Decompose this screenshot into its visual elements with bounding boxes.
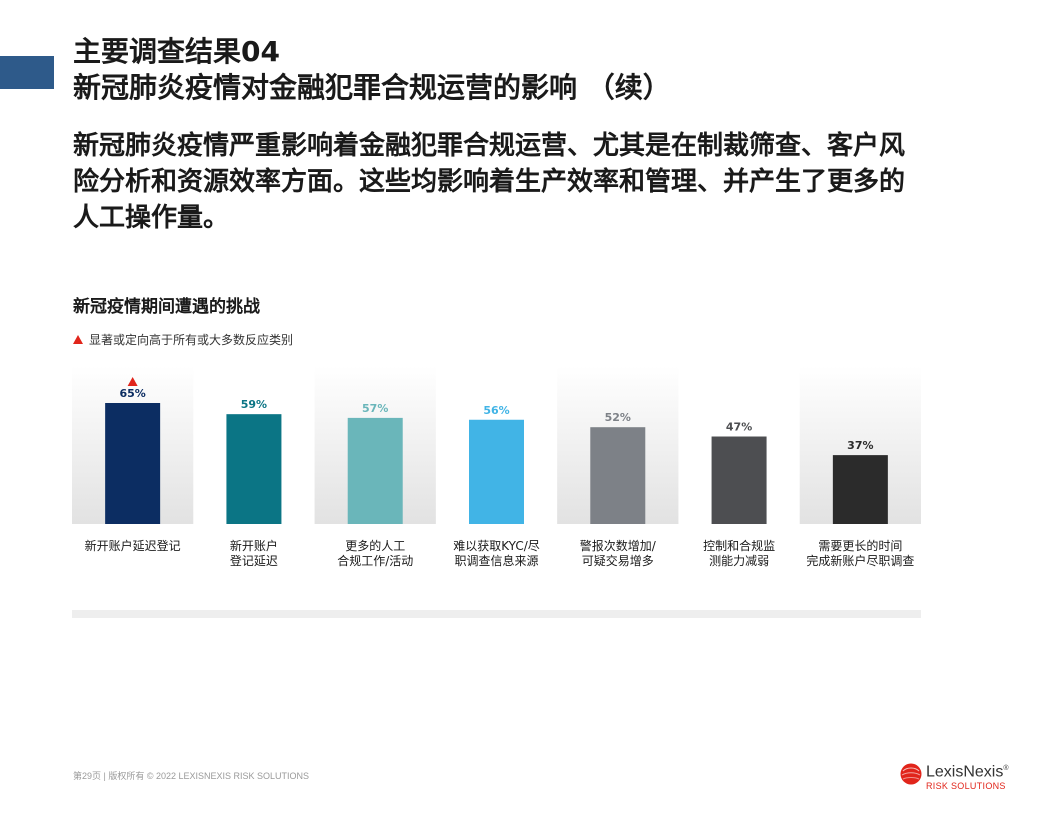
globe-logo-icon [900, 763, 922, 785]
data-label: 37% [847, 439, 873, 452]
category-label: 新开账户延迟登记 [85, 538, 181, 553]
data-label: 47% [726, 421, 752, 434]
significance-triangle-icon [127, 377, 138, 386]
category-label: 职调查信息来源 [454, 553, 538, 568]
data-label: 59% [241, 398, 267, 411]
bar [469, 419, 524, 524]
category-label: 可疑交易增多 [582, 553, 654, 568]
page-subtitle: 新冠肺炎疫情严重影响着金融犯罪合规运营、尤其是在制裁筛查、客户风险分析和资源效率… [73, 131, 906, 233]
bar [711, 436, 767, 524]
logo-registered: ® [1003, 765, 1009, 772]
chart-bottom-band [72, 610, 921, 618]
bar [590, 427, 646, 524]
logo-subtitle: RISK SOLUTIONS [926, 781, 1006, 792]
chart-legend: 显著或定向高于所有或大多数反应类别 [73, 331, 293, 348]
footer-text: 第29页 | 版权所有 © 2022 LEXISNEXIS RISK SOLUT… [73, 771, 310, 781]
data-label: 56% [483, 404, 509, 417]
category-label: 完成新账户尽职调查 [806, 553, 914, 568]
category-label: 更多的人工 [345, 538, 405, 553]
legend-text: 显著或定向高于所有或大多数反应类别 [89, 333, 294, 347]
category-label: 警报次数增加/ [580, 538, 657, 553]
data-label: 52% [605, 411, 631, 424]
accent-bar [0, 56, 54, 89]
data-label: 57% [362, 402, 388, 415]
bar [105, 403, 161, 524]
category-label: 需要更长的时间 [818, 538, 902, 553]
bar [226, 414, 282, 524]
category-label: 难以获取KYC/尽 [453, 539, 540, 553]
category-label: 测能力减弱 [709, 554, 769, 568]
category-label: 新开账户 [230, 538, 278, 553]
chart-title: 新冠疫情期间遭遇的挑战 [73, 297, 260, 317]
page-title-line2: 新冠肺炎疫情对金融犯罪合规运营的影响 （续） [73, 71, 671, 104]
company-logo: LexisNexis® RISK SOLUTIONS [900, 760, 1009, 792]
logo-name: LexisNexis [926, 763, 1004, 781]
bar [832, 455, 888, 524]
data-label: 65% [119, 387, 145, 400]
significance-triangle-icon [73, 335, 83, 344]
category-label: 登记延迟 [230, 553, 278, 568]
bar [347, 417, 403, 524]
page-title: 主要调查结果04 新冠肺炎疫情对金融犯罪合规运营的影响 （续） [73, 35, 671, 105]
page-title-line1: 主要调查结果04 [73, 35, 280, 68]
category-label: 控制和合规监 [703, 538, 775, 553]
category-label: 合规工作/活动 [337, 553, 413, 568]
